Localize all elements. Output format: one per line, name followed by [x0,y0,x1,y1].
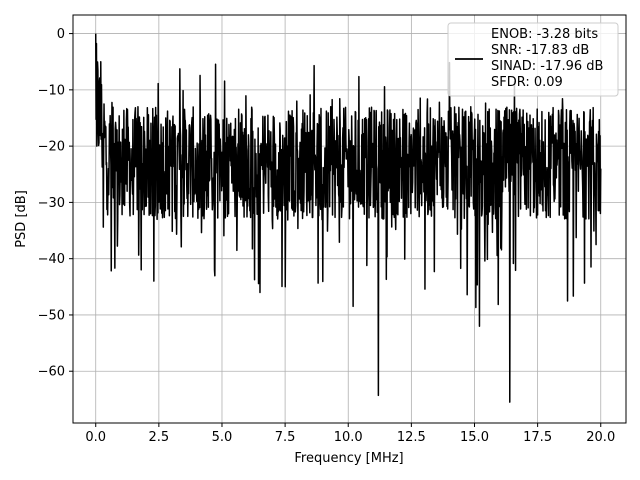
x-tick-label: 20.0 [586,430,615,445]
y-tick-label: −20 [38,140,65,155]
legend-entry: SNR: -17.83 dB [491,43,589,58]
y-tick-label: −30 [38,196,65,211]
x-tick-label: 15.0 [460,430,489,445]
psd-series-line [94,33,602,403]
y-tick-label: −40 [38,252,65,267]
x-axis-label: Frequency [MHz] [294,451,403,466]
y-tick-label: −10 [38,83,65,98]
y-axis-label: PSD [dB] [14,190,29,248]
x-tick-label: 5.0 [212,430,233,445]
legend-entry: SFDR: 0.09 [491,75,563,90]
y-tick-label: −50 [38,308,65,323]
y-tick-label: −60 [38,365,65,380]
data-layer [94,33,602,403]
x-tick-label: 2.5 [149,430,170,445]
y-tick-label: 0 [57,27,65,42]
x-tick-label: 17.5 [523,430,552,445]
plot-frame [72,14,627,424]
axes-layer: 0.0 2.5 5.0 7.5 10.0 12.5 15.0 17.5 20.0 0 −10 −20 −… [38,14,627,445]
x-tick-label: 7.5 [275,430,296,445]
x-tick-label: 12.5 [397,430,426,445]
legend-box [447,22,619,97]
x-tick-label: 0.0 [85,430,106,445]
legend-entry: SINAD: -17.96 dB [491,59,603,74]
x-tick-label: 10.0 [334,430,363,445]
legend-entry: ENOB: -3.28 bits [491,27,598,42]
